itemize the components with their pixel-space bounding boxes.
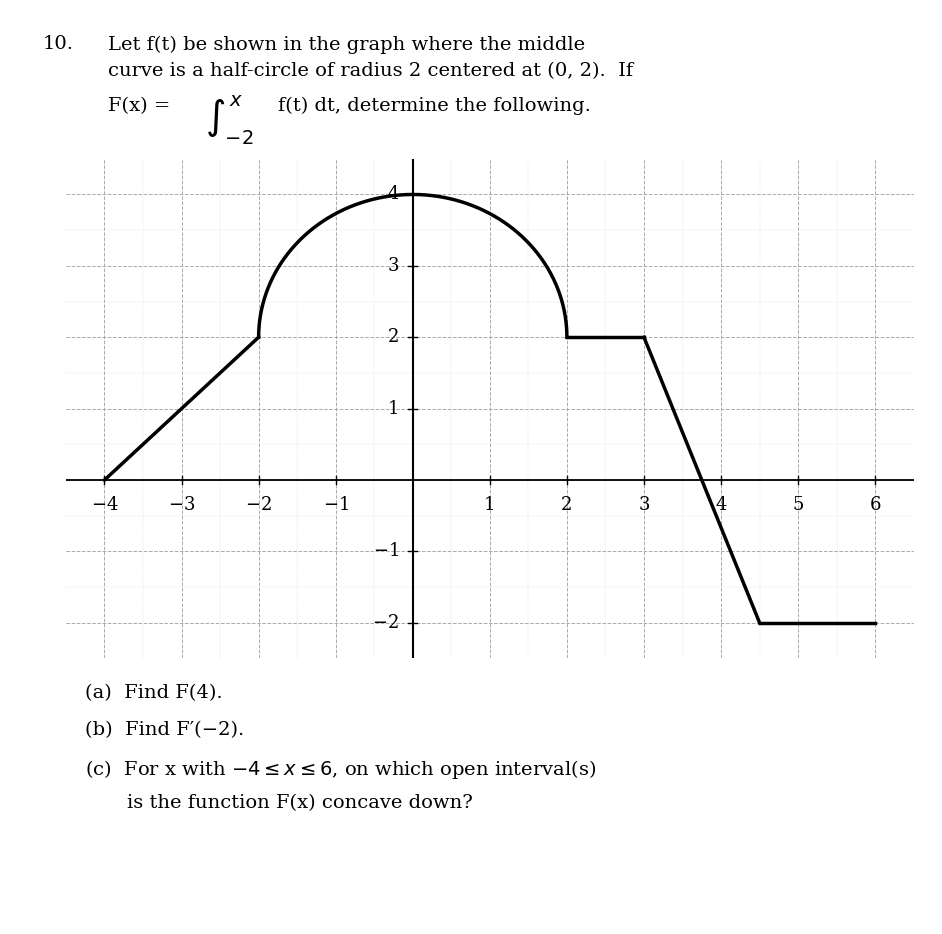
Text: (b)  Find F′(−2).: (b) Find F′(−2). [85, 721, 244, 739]
Text: 5: 5 [792, 496, 804, 514]
Text: $-$3: $-$3 [168, 496, 195, 514]
Text: $-$2: $-$2 [245, 496, 272, 514]
Text: $-$1: $-$1 [323, 496, 349, 514]
Text: 1: 1 [484, 496, 495, 514]
Text: 1: 1 [387, 400, 398, 417]
Text: $-$2: $-$2 [372, 614, 398, 631]
Text: $-$4: $-$4 [90, 496, 119, 514]
Text: F(x) =: F(x) = [108, 97, 171, 115]
Text: f(t) dt, determine the following.: f(t) dt, determine the following. [278, 97, 591, 116]
Text: (c)  For x with $-4 \leq x \leq 6$, on which open interval(s): (c) For x with $-4 \leq x \leq 6$, on wh… [85, 758, 596, 782]
Text: 10.: 10. [42, 35, 73, 53]
Text: 2: 2 [387, 328, 398, 347]
Text: 6: 6 [869, 496, 881, 514]
Text: $-$1: $-$1 [373, 543, 398, 560]
Text: is the function F(x) concave down?: is the function F(x) concave down? [127, 794, 473, 812]
Text: 3: 3 [387, 257, 398, 275]
Text: 3: 3 [639, 496, 650, 514]
Text: curve is a half-circle of radius 2 centered at (0, 2).  If: curve is a half-circle of radius 2 cente… [108, 63, 633, 80]
Text: Let f(t) be shown in the graph where the middle: Let f(t) be shown in the graph where the… [108, 35, 586, 54]
Text: 4: 4 [387, 186, 398, 204]
Text: (a)  Find F(4).: (a) Find F(4). [85, 684, 222, 701]
Text: $\int_{-2}^{x}$: $\int_{-2}^{x}$ [205, 93, 254, 147]
Text: 2: 2 [561, 496, 573, 514]
Text: 4: 4 [715, 496, 726, 514]
